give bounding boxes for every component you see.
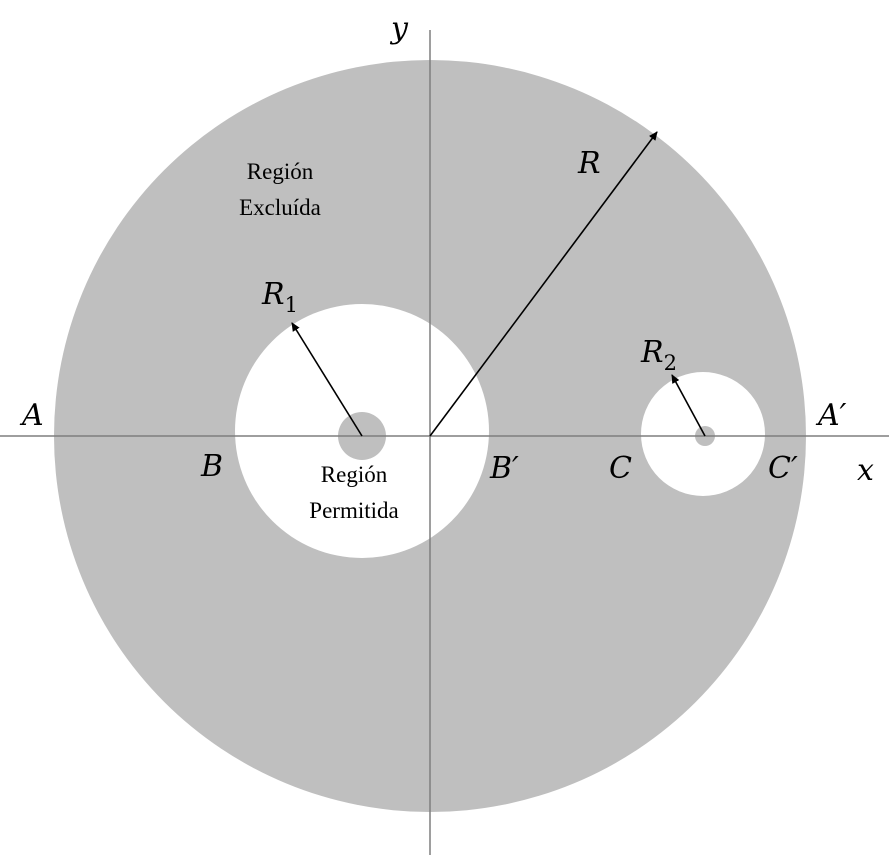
label-A: A xyxy=(19,398,44,433)
label-R1: R1 xyxy=(261,277,298,317)
label-A-prime: A′ xyxy=(815,398,847,433)
radius-R1-arrow xyxy=(291,322,363,437)
label-C-prime: C′ xyxy=(768,451,798,486)
label-B-prime: B′ xyxy=(489,451,519,486)
allowed-region-label-line2: Permitida xyxy=(309,498,398,523)
allowed-region-label-line1: Región xyxy=(321,462,388,487)
radius-R2-arrow xyxy=(671,374,706,437)
label-R2-sub: 2 xyxy=(664,351,677,375)
excluded-region-label-line1: Región xyxy=(247,159,314,184)
x-axis-label: x xyxy=(857,453,874,488)
excluded-region-label-line2: Excluída xyxy=(239,195,321,220)
label-B: B xyxy=(200,449,223,484)
label-R1-main: R xyxy=(261,277,285,312)
label-C: C xyxy=(609,451,632,486)
radius-R-arrow xyxy=(429,131,658,437)
y-axis-label: y xyxy=(389,11,409,46)
label-R1-sub: 1 xyxy=(285,293,298,317)
label-R2: R2 xyxy=(640,335,677,375)
label-R: R xyxy=(577,146,601,181)
label-R2-main: R xyxy=(640,335,664,370)
